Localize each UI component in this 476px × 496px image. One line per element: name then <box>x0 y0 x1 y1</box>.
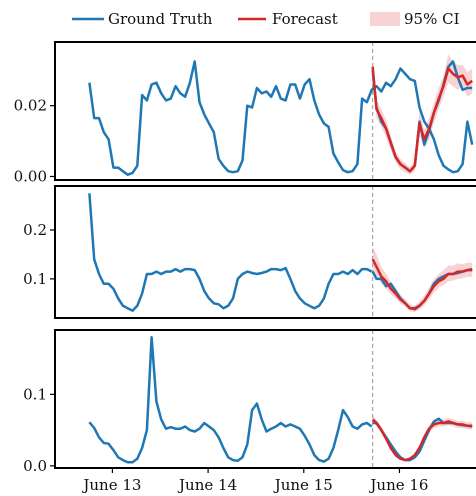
ground-truth-line <box>88 193 373 312</box>
panel-middle: 0.1 0.2 <box>23 185 476 319</box>
x-tick-label: June 14 <box>177 476 237 494</box>
x-tick-label: June 15 <box>273 476 333 494</box>
legend-ci-swatch <box>370 12 400 26</box>
panels: 0.00 0.02 0.1 0.2 0.0 0.1 <box>14 41 476 475</box>
panel-top: 0.00 0.02 <box>14 41 476 185</box>
panel-frame <box>54 185 476 319</box>
legend: Ground Truth Forecast 95% CI <box>72 10 460 28</box>
y-tick-label: 0.2 <box>23 221 47 239</box>
panel-plot-area <box>88 42 474 180</box>
y-tick-label: 0.0 <box>23 457 47 475</box>
panel-plot-area <box>88 330 473 468</box>
y-tick-label: 0.00 <box>14 167 47 185</box>
y-tick-label: 0.1 <box>23 385 47 403</box>
forecast-line <box>371 258 473 311</box>
forecast-line <box>371 66 473 173</box>
ci-band <box>372 54 473 175</box>
panel-plot-area <box>88 186 473 318</box>
forecast-line <box>371 418 473 462</box>
legend-label: Forecast <box>272 10 338 28</box>
panel-frame <box>54 41 476 181</box>
y-tick-label: 0.02 <box>14 97 47 115</box>
legend-label: Ground Truth <box>108 10 213 28</box>
panel-bottom: 0.0 0.1 <box>23 329 476 475</box>
ground-truth-line <box>88 60 474 176</box>
panel-frame <box>54 329 476 469</box>
x-axis: June 13 June 14 June 15 June 16 <box>81 468 428 494</box>
ground-truth-line <box>88 335 373 464</box>
legend-label: 95% CI <box>404 10 460 28</box>
x-tick-label: June 16 <box>368 476 428 494</box>
x-tick-label: June 13 <box>81 476 141 494</box>
y-tick-label: 0.1 <box>23 270 47 288</box>
